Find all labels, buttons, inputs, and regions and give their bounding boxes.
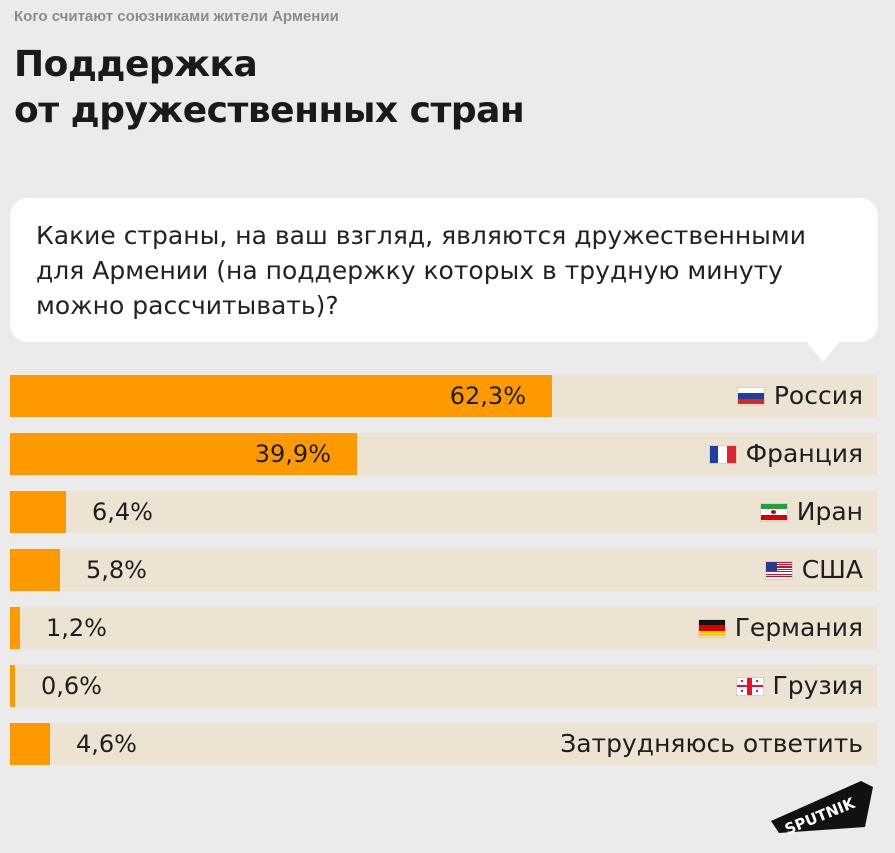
- bar-chart: 62,3% Россия 39,9% Франция 6,4% Иран 5,8% США 1,…: [10, 375, 877, 781]
- category-label: США: [765, 549, 863, 591]
- bar-row: 4,6% Затрудняюсь ответить: [10, 723, 877, 765]
- france-flag-icon: [709, 445, 736, 463]
- category-text: Россия: [773, 381, 863, 410]
- question-bubble: [10, 198, 878, 342]
- category-text: Иран: [796, 497, 863, 526]
- title-line-1: Поддержка: [14, 44, 258, 85]
- category-label: Грузия: [736, 665, 864, 707]
- georgia-flag-icon: [736, 677, 763, 695]
- sputnik-logo: SPUTNIK: [771, 781, 873, 835]
- bar: [10, 665, 15, 707]
- category-label: Франция: [709, 433, 863, 475]
- germany-flag-icon: [698, 619, 725, 637]
- bar: [10, 723, 50, 765]
- category-label: Затрудняюсь ответить: [560, 723, 863, 765]
- bar-row: 1,2% Германия: [10, 607, 877, 649]
- value-label: 0,6%: [41, 672, 102, 700]
- usa-flag-icon: [765, 561, 792, 579]
- bar: [10, 375, 552, 417]
- value-label: 6,4%: [92, 498, 153, 526]
- supertitle: Кого считают союзниками жители Армении: [14, 8, 339, 25]
- category-label: Россия: [737, 375, 863, 417]
- category-text: Грузия: [772, 671, 864, 700]
- sputnik-logo-shape: [771, 781, 873, 833]
- bar-row: 5,8% США: [10, 549, 877, 591]
- page-title: Поддержка от дружественных стран: [14, 42, 525, 134]
- bar: [10, 607, 20, 649]
- bar: [10, 549, 60, 591]
- category-label: Германия: [698, 607, 863, 649]
- value-label: 4,6%: [76, 730, 137, 758]
- bar-row: 62,3% Россия: [10, 375, 877, 417]
- category-text: США: [801, 555, 863, 584]
- question-text: Какие страны, на ваш взгляд, являются др…: [36, 221, 807, 320]
- category-text: Германия: [734, 613, 863, 642]
- bar-row: 6,4% Иран: [10, 491, 877, 533]
- title-line-2: от дружественных стран: [14, 90, 525, 131]
- category-text: Франция: [745, 439, 863, 468]
- bar-row: 0,6% Грузия: [10, 665, 877, 707]
- value-label: 5,8%: [86, 556, 147, 584]
- category-label: Иран: [760, 491, 863, 533]
- value-label: 39,9%: [254, 440, 331, 468]
- bar: [10, 433, 357, 475]
- bar: [10, 491, 66, 533]
- bar-row: 39,9% Франция: [10, 433, 877, 475]
- category-text: Затрудняюсь ответить: [560, 729, 863, 758]
- question-bubble-tail: [805, 340, 841, 362]
- russia-flag-icon: [737, 387, 764, 405]
- value-label: 1,2%: [46, 614, 107, 642]
- iran-flag-icon: [760, 503, 787, 521]
- value-label: 62,3%: [449, 382, 526, 410]
